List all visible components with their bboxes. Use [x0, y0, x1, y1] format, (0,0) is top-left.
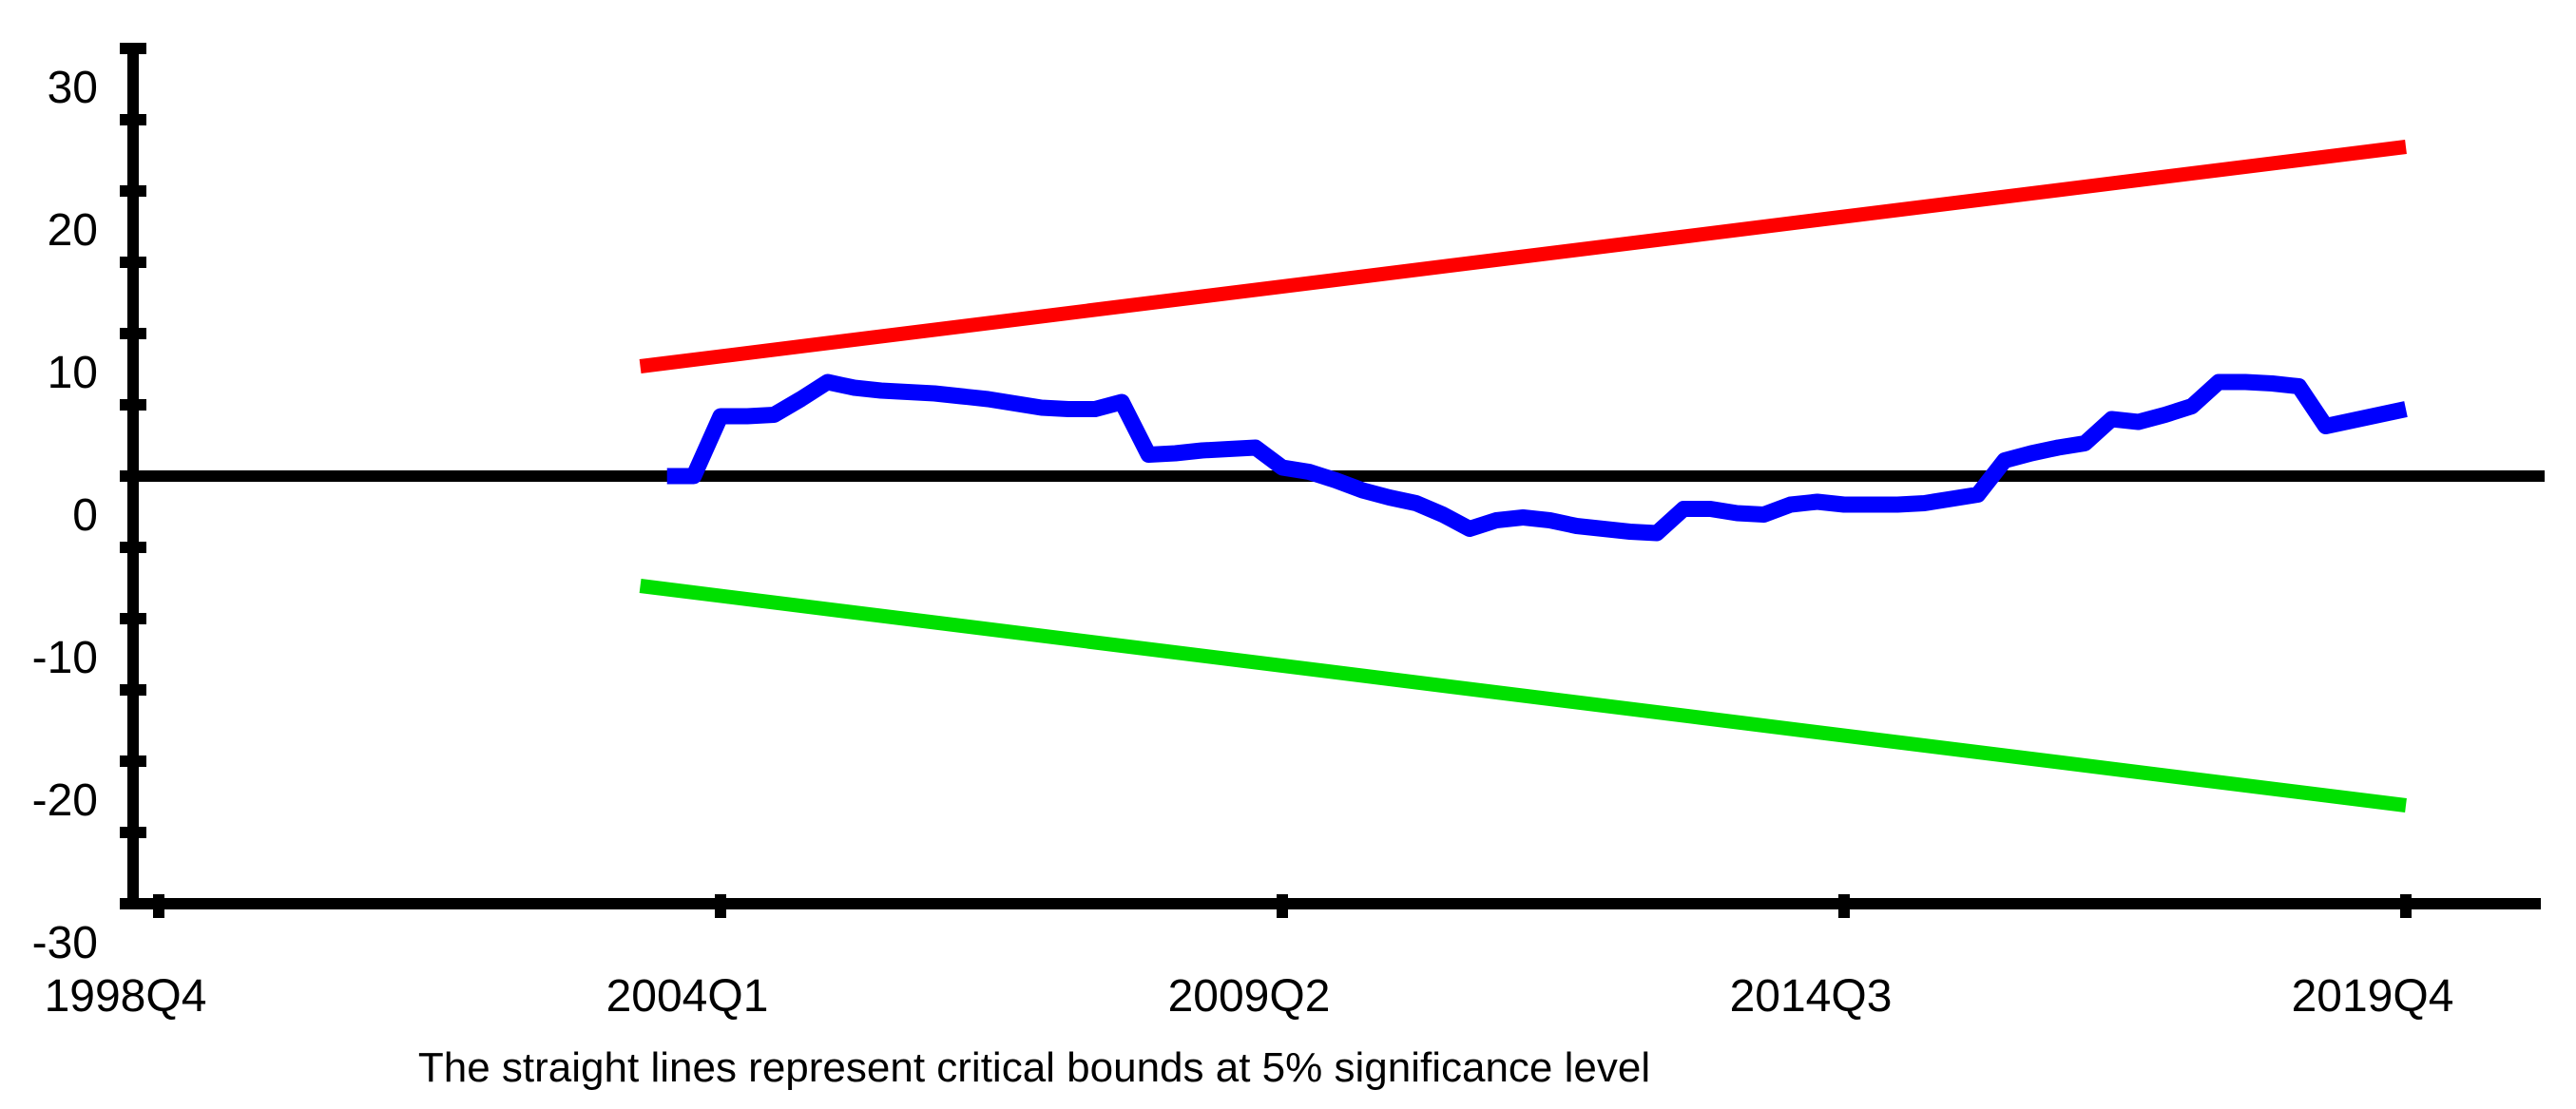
y-axis-label: 10 [48, 348, 98, 398]
x-axis-label: 2019Q4 [2292, 971, 2454, 1022]
x-axis [128, 894, 2541, 918]
cusum-line [666, 373, 2408, 542]
y-axis-label: 20 [48, 205, 98, 256]
y-axis-labels: 30 20 10 0 -10 -20 -30 [32, 63, 98, 968]
upper-bound-line [639, 140, 2407, 373]
x-axis-label: 2004Q1 [606, 971, 769, 1022]
x-axis-label: 1998Q4 [45, 971, 207, 1022]
y-axis-label: -20 [32, 775, 98, 826]
bound-lines [639, 140, 2407, 813]
y-axis-label: 30 [48, 63, 98, 113]
y-axis-label: 0 [72, 490, 98, 541]
y-axis-label: -30 [32, 918, 98, 968]
x-axis-label: 2014Q3 [1730, 971, 1893, 1022]
x-axis-label: 2009Q2 [1168, 971, 1331, 1022]
x-axis-labels: 1998Q4 2004Q1 2009Q2 2014Q3 2019Q4 [45, 971, 2454, 1022]
y-axis-label: -10 [32, 633, 98, 683]
cusum-line-group [666, 373, 2408, 542]
lower-bound-line [639, 579, 2407, 813]
chart-caption: The straight lines represent critical bo… [418, 1044, 1650, 1091]
